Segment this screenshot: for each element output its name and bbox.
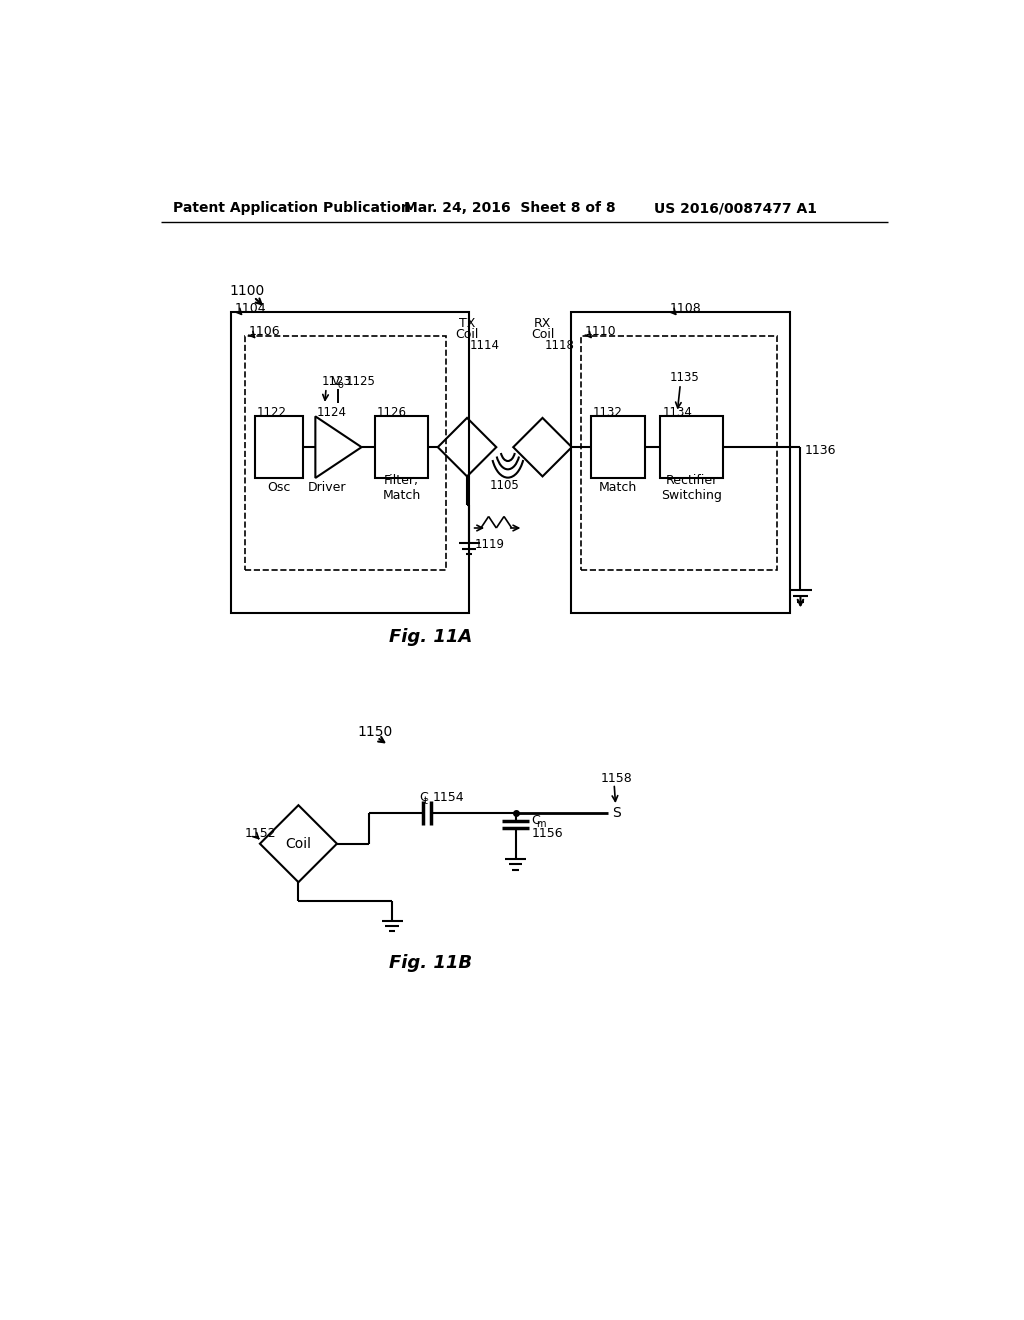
Text: RX: RX bbox=[534, 317, 551, 330]
Text: 1110: 1110 bbox=[585, 325, 616, 338]
Text: C: C bbox=[419, 791, 428, 804]
Text: 1156: 1156 bbox=[531, 828, 563, 841]
Text: 1106: 1106 bbox=[249, 325, 280, 338]
Text: 1114: 1114 bbox=[469, 339, 500, 352]
Text: Coil: Coil bbox=[286, 837, 311, 850]
Text: Osc: Osc bbox=[267, 482, 291, 495]
Bar bbox=[591, 416, 645, 478]
Text: US 2016/0087477 A1: US 2016/0087477 A1 bbox=[654, 202, 817, 215]
Text: 1118: 1118 bbox=[545, 339, 574, 352]
Text: Rectifier
Switching: Rectifier Switching bbox=[662, 474, 722, 502]
Text: 1104: 1104 bbox=[234, 302, 266, 315]
Text: 1108: 1108 bbox=[670, 302, 701, 315]
Text: V: V bbox=[333, 375, 340, 388]
Bar bbox=[255, 416, 303, 478]
Text: 1126: 1126 bbox=[377, 407, 407, 418]
Text: TX: TX bbox=[459, 317, 475, 330]
Text: 1119: 1119 bbox=[475, 539, 505, 552]
Text: 1136: 1136 bbox=[805, 445, 837, 458]
Text: Filter,
Match: Filter, Match bbox=[383, 474, 421, 502]
Text: Fig. 11A: Fig. 11A bbox=[389, 628, 472, 647]
Text: 1158: 1158 bbox=[600, 772, 632, 785]
Text: 1150: 1150 bbox=[357, 725, 393, 739]
Bar bbox=[660, 416, 724, 478]
Bar bbox=[230, 313, 469, 612]
Text: 1123: 1123 bbox=[322, 375, 351, 388]
Text: 1105: 1105 bbox=[490, 479, 520, 492]
Text: 1135: 1135 bbox=[670, 371, 699, 384]
Text: o: o bbox=[338, 380, 344, 389]
Text: Coil: Coil bbox=[530, 329, 554, 342]
Text: t: t bbox=[424, 796, 428, 805]
Text: 1122: 1122 bbox=[257, 407, 287, 418]
Text: 1154: 1154 bbox=[433, 791, 465, 804]
Text: Coil: Coil bbox=[456, 329, 479, 342]
Text: Match: Match bbox=[599, 482, 637, 495]
Bar bbox=[571, 313, 791, 612]
Text: 1132: 1132 bbox=[593, 407, 623, 418]
Text: 1124: 1124 bbox=[316, 407, 347, 418]
Text: C: C bbox=[531, 814, 541, 828]
Text: 1100: 1100 bbox=[229, 284, 264, 298]
Text: Patent Application Publication: Patent Application Publication bbox=[173, 202, 411, 215]
Bar bbox=[581, 335, 777, 570]
Text: m: m bbox=[537, 818, 546, 829]
Text: Mar. 24, 2016  Sheet 8 of 8: Mar. 24, 2016 Sheet 8 of 8 bbox=[403, 202, 615, 215]
Bar bbox=[245, 335, 446, 570]
Text: 1125: 1125 bbox=[346, 375, 376, 388]
Text: Driver: Driver bbox=[307, 482, 346, 495]
Text: 1134: 1134 bbox=[663, 407, 692, 418]
Text: 1152: 1152 bbox=[245, 828, 276, 841]
Text: S: S bbox=[611, 807, 621, 820]
Bar bbox=[376, 416, 428, 478]
Text: Fig. 11B: Fig. 11B bbox=[389, 954, 472, 972]
